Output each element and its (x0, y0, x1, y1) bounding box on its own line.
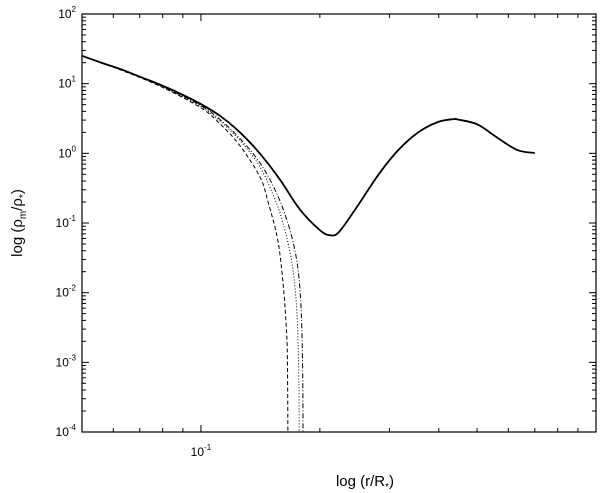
y-tick-label: 10-1 (56, 214, 77, 230)
y-axis-label-suffix: ) (9, 189, 26, 194)
y-axis-label-sub2: * (18, 194, 29, 198)
y-tick-label: 10-3 (56, 353, 77, 369)
y-axis-label-rho2: ρ (9, 198, 26, 207)
y-axis-label-sub1: m (18, 211, 29, 219)
y-tick-label-base: 10 (58, 146, 72, 160)
y-axis-label-slash: / (9, 206, 26, 211)
x-axis-label-prefix: log (r/R (336, 473, 385, 490)
y-axis-label: log (ρm/ρ*) (9, 189, 29, 257)
series-line-solid (81, 54, 535, 237)
y-tick-label-exponent: -3 (69, 353, 77, 362)
y-tick-label-base: 10 (58, 7, 72, 21)
y-axis-label-prefix: log ( (9, 228, 26, 257)
series-line-dashed (81, 55, 289, 433)
series-line-dashdot (81, 55, 304, 433)
series-layer (81, 54, 535, 433)
x-axis-label-sub: * (385, 482, 389, 493)
x-axis-label: log (r/R*) (336, 473, 394, 493)
y-tick-label-exponent: -1 (69, 214, 77, 223)
series-line-dotted (81, 55, 300, 433)
x-tick-label-base: 10 (191, 445, 205, 459)
y-tick-label-base: 10 (58, 77, 72, 91)
y-tick-label-exponent: 2 (72, 5, 77, 14)
y-tick-label-exponent: -4 (69, 423, 77, 432)
y-axis-label-rho1: ρ (9, 219, 26, 228)
y-tick-label-base: 10 (56, 355, 70, 369)
y-tick-label-exponent: 0 (72, 144, 77, 153)
y-tick-label: 102 (58, 5, 76, 21)
y-tick-label: 10-4 (56, 423, 77, 439)
plot-frame (81, 13, 597, 433)
y-tick-label: 101 (58, 75, 76, 91)
x-tick-label: 10-1 (191, 443, 212, 459)
y-tick-label-base: 10 (56, 425, 70, 439)
y-tick-label-base: 10 (56, 216, 70, 230)
x-tick-label-exponent: -1 (204, 443, 212, 452)
y-tick-label: 10-2 (56, 284, 77, 300)
ticks (81, 14, 597, 433)
y-tick-label-exponent: -2 (69, 284, 77, 293)
y-tick-label-exponent: 1 (72, 75, 77, 84)
y-tick-label: 100 (58, 144, 76, 160)
x-axis-label-suffix: ) (389, 473, 394, 490)
y-tick-label-base: 10 (56, 286, 70, 300)
